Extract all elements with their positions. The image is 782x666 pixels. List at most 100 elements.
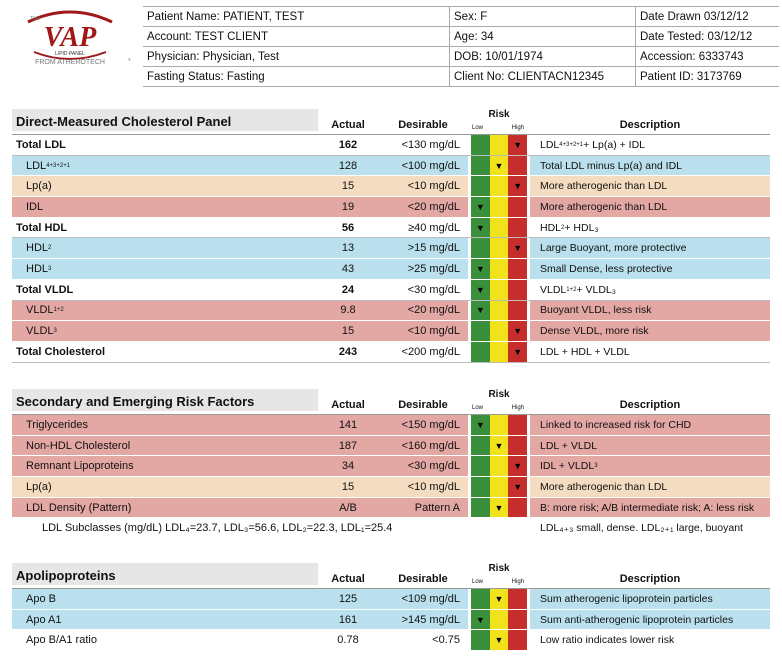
header-risk: Risk Low High — [468, 563, 530, 585]
table-row: Total HDL 56 ≥40 mg/dL ▼ HDL 2 + HDL₃ — [12, 217, 770, 239]
row-actual: 187 — [318, 435, 378, 456]
risk-bar: ▼ — [468, 135, 530, 155]
header-risk: Risk Low High — [468, 389, 530, 411]
apolipoproteins-panel: Apolipoproteins Actual Desirable Risk Low Hig… — [12, 563, 770, 652]
row-desirable: <150 mg/dL — [378, 415, 468, 435]
risk-bar: ▼ — [468, 279, 530, 300]
risk-bar: ▼ — [468, 217, 530, 238]
row-actual: 43 — [318, 259, 378, 279]
risk-zone-mid — [489, 341, 509, 362]
subscript: 4+3+2+1 — [46, 162, 71, 169]
date-tested: Date Tested: 03/12/12 — [635, 27, 779, 46]
risk-marker-icon: ▼ — [471, 279, 490, 300]
risk-marker-icon: ▼ — [508, 135, 528, 155]
risk-marker-icon: ▼ — [489, 435, 509, 456]
risk-zone-low — [471, 238, 490, 259]
row-desirable: <130 mg/dL — [378, 135, 468, 155]
row-name: HDL 2 — [12, 238, 318, 259]
ldl-subclasses: LDL Subclasses (mg/dL) LDL₄=23.7, LDL₃=5… — [42, 522, 393, 535]
risk-marker-icon: ▼ — [489, 589, 509, 609]
row-actual: 243 — [318, 341, 378, 362]
risk-zone-mid — [489, 456, 509, 477]
header-risk-high: High — [511, 579, 524, 585]
header-risk-low: Low — [472, 405, 484, 411]
risk-zone-mid — [489, 477, 509, 497]
row-description: Linked to increased risk for CHD — [530, 415, 770, 435]
table-row: Total VLDL 24 <30 mg/dL ▼ VLDL 1+2 + VLDL₃ — [12, 279, 770, 301]
row-desirable: <200 mg/dL — [378, 341, 468, 362]
row-description: Sum atherogenic lipoprotein particles — [530, 589, 770, 609]
header-risk-high: High — [511, 405, 524, 411]
risk-zone-high — [508, 415, 528, 435]
header-risk-high: High — [511, 125, 524, 131]
row-name: HDL 3 — [12, 259, 318, 279]
risk-marker-icon: ▼ — [471, 415, 490, 435]
risk-marker-icon: ▼ — [508, 238, 528, 259]
row-description: More atherogenic than LDL — [530, 197, 770, 217]
row-name: Total HDL — [12, 217, 318, 238]
row-actual: A/B — [318, 497, 378, 518]
date-drawn: Date Drawn 03/12/12 — [635, 7, 779, 26]
risk-zone-mid — [489, 259, 509, 279]
subscript: 3 — [53, 328, 57, 335]
logo-vap: VAP — [44, 22, 97, 53]
row-desirable: <30 mg/dL — [378, 456, 468, 477]
patient-info-row: Physician: Physician, Test DOB: 10/01/19… — [143, 47, 779, 67]
header-description: Description — [619, 573, 681, 585]
row-actual: 24 — [318, 279, 378, 300]
risk-zone-mid — [489, 279, 509, 300]
row-name: LDL 4+3+2+1 — [12, 155, 318, 176]
row-description: LDL + VLDL — [530, 435, 770, 456]
row-name: Apo B — [12, 589, 318, 609]
row-desirable: <10 mg/dL — [378, 176, 468, 197]
row-desirable: <100 mg/dL — [378, 155, 468, 176]
risk-bar: ▼ — [468, 609, 530, 630]
row-name: Total VLDL — [12, 279, 318, 300]
row-desirable: ≥40 mg/dL — [378, 217, 468, 238]
header-description: Description — [619, 119, 681, 131]
row-desirable: <109 mg/dL — [378, 589, 468, 609]
logo-from: FROM ATHEROTECH — [35, 59, 105, 66]
row-name: Apo B/A1 ratio — [12, 630, 318, 651]
row-desirable: >145 mg/dL — [378, 609, 468, 630]
risk-bar: ▼ — [468, 477, 530, 497]
row-actual: 161 — [318, 609, 378, 630]
table-row: LDL Density (Pattern) A/B Pattern A ▼ B: mor… — [12, 497, 770, 519]
subscript: 1+2 — [566, 286, 577, 293]
risk-zone-high — [508, 589, 528, 609]
row-actual: 13 — [318, 238, 378, 259]
row-desirable: <20 mg/dL — [378, 300, 468, 321]
account: Account: TEST CLIENT — [147, 30, 269, 43]
row-description: Total LDL minus Lp(a) and IDL — [530, 155, 770, 176]
table-row: Lp(a) 15 <10 mg/dL ▼ More atherogenic than L… — [12, 176, 770, 198]
table-row: Lp(a) 15 <10 mg/dL ▼ More atherogenic than L… — [12, 477, 770, 498]
patient-id: Patient ID: 3173769 — [635, 67, 779, 86]
risk-zone-low — [471, 341, 490, 362]
row-description: HDL 2 + HDL₃ — [530, 217, 770, 238]
row-description: Dense VLDL, more risk — [530, 321, 770, 341]
risk-zone-mid — [489, 415, 509, 435]
row-desirable: >25 mg/dL — [378, 259, 468, 279]
risk-bar: ▼ — [468, 415, 530, 435]
risk-marker-icon: ▼ — [508, 477, 528, 497]
header-risk: Risk Low High — [468, 109, 530, 131]
row-name: Triglycerides — [12, 415, 318, 435]
risk-zone-high — [508, 279, 528, 300]
risk-zone-high — [508, 630, 528, 651]
risk-marker-icon: ▼ — [489, 497, 509, 518]
table-row: LDL 4+3+2+1 128 <100 mg/dL ▼ Total LDL minus … — [12, 155, 770, 177]
risk-zone-low — [471, 176, 490, 197]
patient-name: Patient Name: PATIENT, TEST — [147, 10, 305, 23]
table-row: Apo B 125 <109 mg/dL ▼ Sum atherogenic lipop… — [12, 589, 770, 610]
row-name: Lp(a) — [12, 176, 318, 197]
row-name: IDL — [12, 197, 318, 217]
panel-title: Apolipoproteins — [12, 563, 318, 585]
header-desirable: Desirable — [398, 573, 448, 585]
risk-zone-mid — [489, 300, 509, 321]
risk-marker-icon: ▼ — [471, 259, 490, 279]
risk-zone-low — [471, 155, 490, 176]
row-description: VLDL 1+2 + VLDL₃ — [530, 279, 770, 300]
subscript: 1+2 — [53, 307, 64, 314]
risk-zone-low — [471, 135, 490, 155]
panel-header: Direct-Measured Cholesterol Panel Actual D… — [12, 109, 770, 135]
